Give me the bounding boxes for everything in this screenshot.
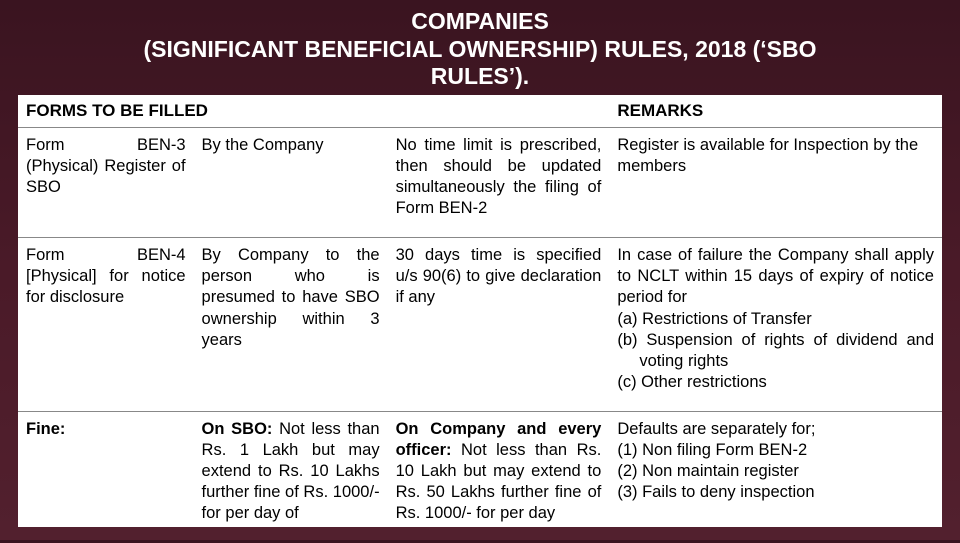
fine-label: Fine: <box>26 420 65 438</box>
cell-by-whom: By the Company <box>194 127 388 237</box>
cell-form-ben3: Form BEN-3 (Physical) Register of SBO <box>18 127 194 237</box>
cell-time-limit: 30 days time is specified u/s 90(6) to g… <box>388 238 610 412</box>
remarks-intro: In case of failure the Company shall app… <box>617 245 934 308</box>
form-desc: (Physical) Register of SBO <box>26 157 186 196</box>
cell-remarks: Defaults are separately for; (1) Non fil… <box>609 411 942 542</box>
table-row: Form BEN-4 [Physical] for notice for dis… <box>18 238 942 412</box>
list-item: (3) Fails to deny inspection <box>617 482 934 503</box>
list-item: (a) Restrictions of Transfer <box>617 309 934 330</box>
table-row: Form BEN-3 (Physical) Register of SBO By… <box>18 127 942 237</box>
cell-fine: Fine: <box>18 411 194 542</box>
form-desc: [Physical] for notice for disclosure <box>26 267 186 306</box>
cell-by-whom: By Company to the person who is presumed… <box>194 238 388 412</box>
sbo-forms-table: FORMS TO BE FILLED REMARKS Form BEN-3 (P… <box>18 95 942 543</box>
header-remarks: REMARKS <box>609 95 942 128</box>
title-line-1: COMPANIES <box>16 8 944 36</box>
title-line-2: (SIGNIFICANT BENEFICIAL OWNERSHIP) RULES… <box>16 36 944 64</box>
cell-fine-sbo: On SBO: Not less than Rs. 1 Lakh but may… <box>194 411 388 542</box>
cell-remarks: In case of failure the Company shall app… <box>609 238 942 412</box>
cell-remarks: Register is available for Inspection by … <box>609 127 942 237</box>
remarks-intro: Defaults are separately for; <box>617 419 934 440</box>
remarks-list: (1) Non filing Form BEN-2 (2) Non mainta… <box>617 440 934 503</box>
fine-sbo-head: On SBO: <box>202 420 273 438</box>
table-row: Fine: On SBO: Not less than Rs. 1 Lakh b… <box>18 411 942 542</box>
slide-title: COMPANIES (SIGNIFICANT BENEFICIAL OWNERS… <box>0 0 960 95</box>
cell-fine-company: On Company and every officer: Not less t… <box>388 411 610 542</box>
content-panel: FORMS TO BE FILLED REMARKS Form BEN-3 (P… <box>18 95 942 527</box>
list-item: (c) Other restrictions <box>617 372 934 393</box>
cell-time-limit: No time limit is prescribed, then should… <box>388 127 610 237</box>
cell-form-ben4: Form BEN-4 [Physical] for notice for dis… <box>18 238 194 412</box>
header-forms: FORMS TO BE FILLED <box>18 95 609 128</box>
remarks-list: (a) Restrictions of Transfer (b) Suspens… <box>617 309 934 393</box>
form-label: Form <box>26 245 65 266</box>
table-header-row: FORMS TO BE FILLED REMARKS <box>18 95 942 128</box>
form-label: Form <box>26 135 65 156</box>
list-item: (b) Suspension of rights of dividend and… <box>617 330 934 372</box>
title-line-3: RULES’). <box>16 63 944 91</box>
form-code: BEN-4 <box>137 245 186 266</box>
form-code: BEN-3 <box>137 135 186 156</box>
list-item: (2) Non maintain register <box>617 461 934 482</box>
list-item: (1) Non filing Form BEN-2 <box>617 440 934 461</box>
